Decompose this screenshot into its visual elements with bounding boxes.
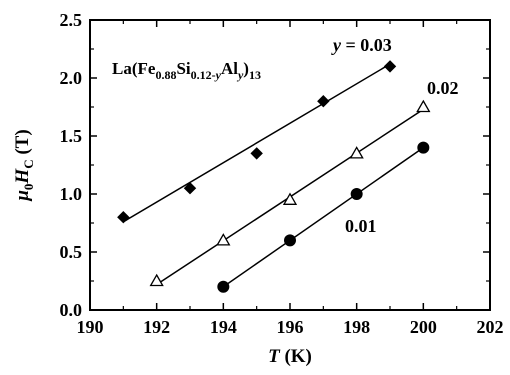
y-axis-title: μ0HC (T) [12,129,36,201]
fit-line-series-0 [122,63,391,223]
data-point-series-2 [350,188,363,200]
x-tick-label: 190 [77,317,104,337]
data-point-series-2 [217,280,230,293]
data-point-series-0 [117,210,130,224]
y-tick-label: 1.5 [60,126,83,146]
x-tick-label: 192 [143,317,170,337]
y-tick-label: 0.0 [60,300,83,320]
data-point-series-2 [284,234,296,247]
data-point-series-0 [250,147,263,160]
x-tick-label: 200 [410,317,437,337]
series-label-001: 0.01 [345,216,377,236]
x-tick-label: 194 [210,317,237,337]
x-axis-title: T (K) [268,346,312,367]
formula-annotation: La(Fe0.88Si0.12-yAly)13 [112,59,261,82]
data-point-series-1 [349,146,364,159]
series-label-y003: y = 0.03 [331,35,392,55]
x-tick-label: 196 [277,317,304,337]
series-label-002: 0.02 [427,78,459,98]
axis-ticks: 190 192 194 196 198 200 202 0.0 0.5 1.0 1.5 2.0 2.5 [60,10,504,337]
data-point-series-1 [282,192,298,205]
x-tick-label: 198 [343,317,370,337]
data-point-series-1 [216,233,231,246]
data-point-series-2 [417,141,430,154]
y-tick-label: 1.0 [60,184,83,204]
y-tick-label: 2.5 [60,10,83,30]
x-tick-label: 202 [477,317,504,337]
y-tick-label: 2.0 [60,68,83,88]
data-point-series-0 [317,94,330,108]
data-point-series-1 [416,99,431,113]
fit-lines [122,63,424,288]
y-tick-label: 0.5 [60,242,83,262]
fit-line-series-2 [222,146,424,288]
data-point-series-1 [149,273,164,287]
data-point-series-0 [383,60,397,73]
data-point-series-0 [183,181,197,195]
data-points [117,60,431,293]
